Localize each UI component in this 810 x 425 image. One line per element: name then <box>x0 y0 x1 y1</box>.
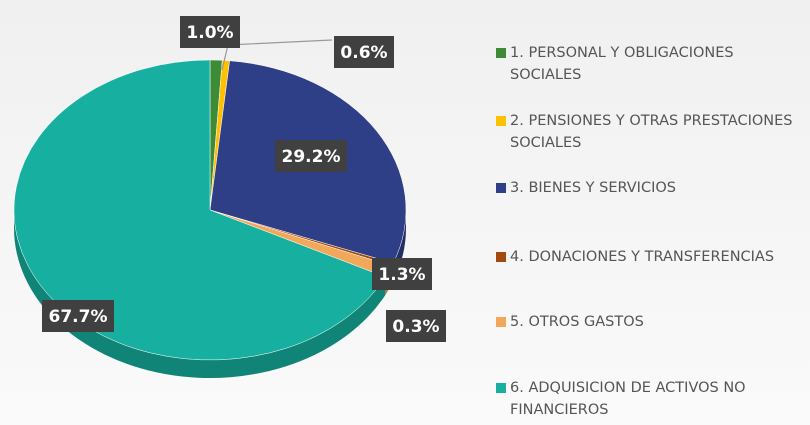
legend-label: 2. PENSIONES Y OTRAS PRESTACIONES SOCIAL… <box>510 113 793 151</box>
data-label: 0.6% <box>340 43 387 63</box>
label-box <box>386 310 446 342</box>
data-label: 0.3% <box>392 317 439 337</box>
data-label: 29.2% <box>282 147 341 167</box>
legend-swatch <box>496 48 506 58</box>
label-box <box>180 16 240 48</box>
legend-entry: 2. PENSIONES Y OTRAS PRESTACIONES SOCIAL… <box>496 110 805 154</box>
label-box <box>275 140 347 172</box>
data-label: 67.7% <box>49 307 108 327</box>
data-label: 1.0% <box>186 23 233 43</box>
legend-swatch <box>496 317 506 327</box>
label-box <box>372 258 432 290</box>
legend-entry: 6. ADQUISICION DE ACTIVOS NO FINANCIEROS <box>496 377 805 421</box>
legend-label: 3. BIENES Y SERVICIOS <box>510 180 676 196</box>
label-box <box>42 300 114 332</box>
legend-label: 4. DONACIONES Y TRANSFERENCIAS <box>510 249 775 265</box>
legend-entry: 4. DONACIONES Y TRANSFERENCIAS <box>496 246 805 268</box>
label-box <box>334 36 394 68</box>
slice <box>13 59 386 361</box>
legend-label: 6. ADQUISICION DE ACTIVOS NO FINANCIEROS <box>510 380 746 418</box>
legend-entry: 1. PERSONAL Y OBLIGACIONES SOCIALES <box>496 42 805 86</box>
legend-swatch <box>496 252 506 262</box>
data-label: 1.3% <box>378 265 425 285</box>
legend-label: 1. PERSONAL Y OBLIGACIONES SOCIALES <box>510 45 734 83</box>
legend-entry: 3. BIENES Y SERVICIOS <box>496 177 805 199</box>
legend-entry: 5. OTROS GASTOS <box>496 311 805 333</box>
legend-swatch <box>496 116 506 126</box>
legend-label: 5. OTROS GASTOS <box>510 314 644 330</box>
legend-swatch <box>496 183 506 193</box>
legend-swatch <box>496 383 506 393</box>
